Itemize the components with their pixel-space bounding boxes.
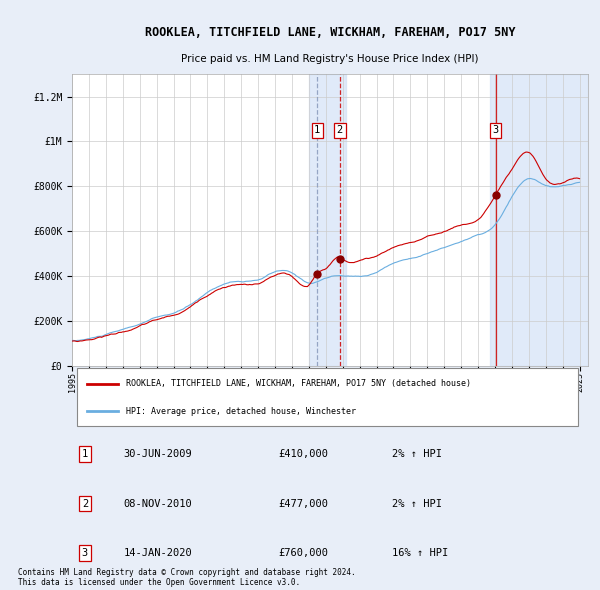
Text: Contains HM Land Registry data © Crown copyright and database right 2024.: Contains HM Land Registry data © Crown c…	[18, 568, 356, 577]
Text: £410,000: £410,000	[278, 449, 328, 459]
Text: Price paid vs. HM Land Registry's House Price Index (HPI): Price paid vs. HM Land Registry's House …	[181, 54, 479, 64]
Text: 3: 3	[493, 125, 499, 135]
Text: 14-JAN-2020: 14-JAN-2020	[124, 548, 193, 558]
Bar	[309, 74, 346, 366]
Text: 2% ↑ HPI: 2% ↑ HPI	[392, 499, 442, 509]
Text: 3: 3	[82, 548, 88, 558]
Text: 16% ↑ HPI: 16% ↑ HPI	[392, 548, 448, 558]
Text: £477,000: £477,000	[278, 499, 328, 509]
Bar	[490, 74, 588, 366]
Text: 30-JUN-2009: 30-JUN-2009	[124, 449, 193, 459]
Text: HPI: Average price, detached house, Winchester: HPI: Average price, detached house, Winc…	[126, 407, 356, 416]
Text: 08-NOV-2010: 08-NOV-2010	[124, 499, 193, 509]
Text: £760,000: £760,000	[278, 548, 328, 558]
Text: 2: 2	[337, 125, 343, 135]
Text: 1: 1	[314, 125, 320, 135]
Text: ROOKLEA, TITCHFIELD LANE, WICKHAM, FAREHAM, PO17 5NY: ROOKLEA, TITCHFIELD LANE, WICKHAM, FAREH…	[145, 26, 515, 39]
Text: 2: 2	[82, 499, 88, 509]
Text: ROOKLEA, TITCHFIELD LANE, WICKHAM, FAREHAM, PO17 5NY (detached house): ROOKLEA, TITCHFIELD LANE, WICKHAM, FAREH…	[126, 379, 471, 388]
Text: This data is licensed under the Open Government Licence v3.0.: This data is licensed under the Open Gov…	[18, 578, 300, 587]
FancyBboxPatch shape	[77, 369, 578, 427]
Text: 2% ↑ HPI: 2% ↑ HPI	[392, 449, 442, 459]
Text: 1: 1	[82, 449, 88, 459]
